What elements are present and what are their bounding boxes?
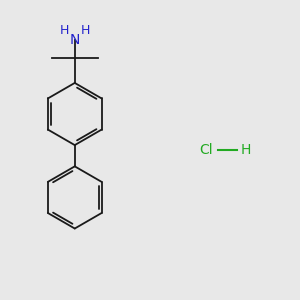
Text: H: H <box>240 143 251 157</box>
Text: H: H <box>60 24 69 37</box>
Text: N: N <box>70 33 80 47</box>
Text: Cl: Cl <box>199 143 212 157</box>
Text: H: H <box>80 24 90 37</box>
